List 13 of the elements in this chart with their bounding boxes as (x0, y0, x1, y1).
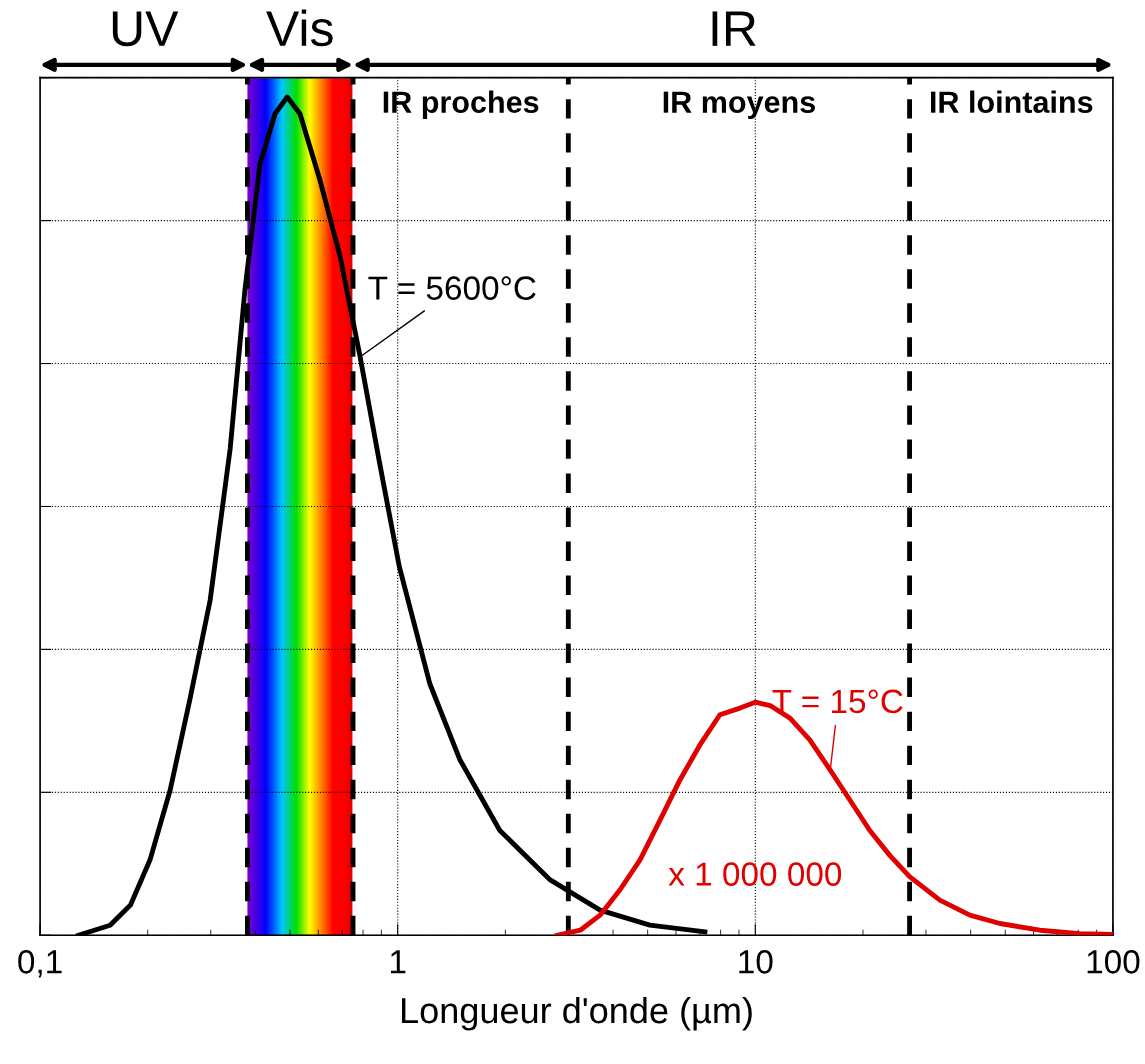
text: IR (712, 11, 756, 46)
text: UV (112, 11, 179, 47)
annotation: IR moyens (663, 91, 815, 120)
x-tick-label: 0,1 (18, 950, 62, 978)
x-axis-title: Longueur d'onde (µm) (402, 996, 752, 1031)
x-tick-label: 10 (739, 950, 773, 974)
x-tick-label: 100 (1087, 950, 1140, 974)
series-label: T = 5600°C (368, 276, 536, 300)
x-tick-label: 1 (390, 950, 406, 974)
annotation: IR lointains (930, 90, 1093, 113)
annotation: IR proches (383, 90, 539, 120)
annotation: x 1 000 000 (668, 862, 842, 886)
band-label: Vis (266, 9, 333, 47)
